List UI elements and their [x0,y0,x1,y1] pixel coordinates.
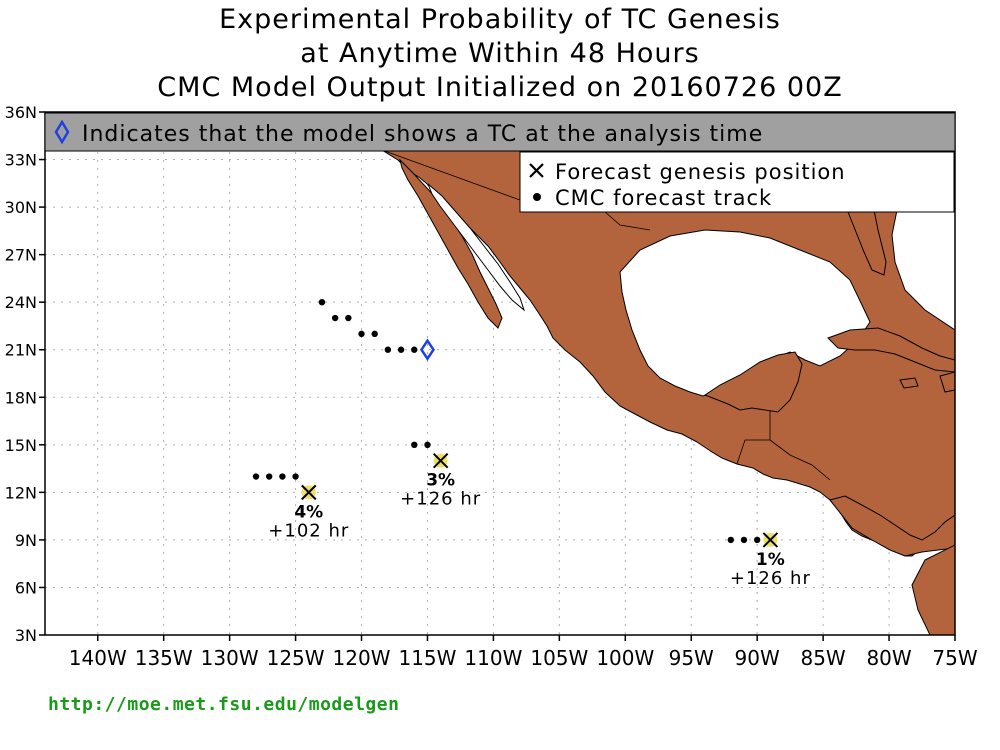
lat-tick-label: 36N [5,103,37,122]
genesis-x-icon [762,532,779,548]
central-america [829,495,955,557]
track-point [727,536,734,544]
lat-tick-label: 3N [15,626,37,645]
genesis-position: 1%+126 hr [730,532,811,589]
gulf-of-california [427,183,526,312]
genesis-probability: 4% [294,502,323,522]
lon-tick-label: 75W [932,646,977,670]
track-point [252,473,260,480]
map-legend: Forecast genesis position CMC forecast t… [519,151,955,213]
plot-frame [44,111,956,636]
chart-title-line-2: at Anytime Within 48 Hours [300,38,700,69]
lat-tick-label: 21N [5,341,37,360]
lat-tick-label: 27N [5,246,37,265]
lon-tick-label: 110W [464,646,522,670]
track-point [411,441,418,449]
x-icon [529,163,544,178]
analysis-diamond-icon [419,338,435,361]
forecast-tracks [252,298,761,544]
genesis-hour: +126 hr [730,568,811,589]
source-url-link[interactable]: http://moe.met.fsu.edu/modelgen [48,694,400,715]
lon-tick-label: 120W [333,646,391,670]
lat-tick-label: 15N [5,436,37,455]
analysis-banner: Indicates that the model shows a TC at t… [44,112,956,152]
caribbean-island [939,371,955,393]
track-point [292,473,299,480]
analysis-marker [419,338,435,361]
chart-title-line-1: Experimental Probability of TC Genesis [219,4,781,35]
longitude-axis: 140W 135W 130W 125W 120W 115W 110W 105W 100W 95W 9… [69,635,978,670]
track-point [318,298,326,306]
track-point [384,346,392,353]
lon-tick-label: 135W [135,646,193,670]
diamond-icon [54,119,70,145]
lon-tick-label: 80W [866,646,911,670]
genesis-hour: +126 hr [400,489,481,510]
lat-tick-label: 33N [5,151,37,170]
track-point [279,473,286,480]
genesis-x-icon [432,452,449,469]
lon-tick-label: 105W [530,646,588,670]
genesis-x-icon [301,484,317,501]
jamaica [899,377,919,389]
lon-tick-label: 130W [201,646,259,670]
genesis-probability: 3% [426,471,455,491]
legend-track-label: CMC forecast track [555,186,772,210]
lon-tick-label: 85W [800,646,845,670]
lon-tick-label: 140W [69,646,127,670]
track-point [345,314,352,322]
track-point [371,330,378,338]
gulf-of-mexico [619,229,871,397]
track-point [740,536,748,544]
south-america [911,544,955,635]
chart-title-line-3: CMC Model Output Initialized on 20160726… [157,72,843,103]
lat-tick-label: 24N [5,293,37,312]
lat-tick-label: 9N [15,531,37,550]
lon-tick-label: 100W [596,646,654,670]
lat-tick-label: 18N [5,388,37,407]
track-point [331,314,339,322]
genesis-hour: +102 hr [268,520,349,541]
track-point [424,441,431,449]
lat-tick-label: 12N [5,483,37,502]
track-point [411,346,418,353]
genesis-position: 3%+126 hr [400,452,481,510]
dot-icon [533,193,541,201]
lon-tick-label: 90W [735,646,780,670]
genesis-markers: 4%+102 hr3%+126 hr1%+126 hr [268,452,811,589]
land-mass [380,149,955,635]
track-point [358,330,365,338]
genesis-position: 4%+102 hr [268,484,349,541]
lon-tick-label: 115W [398,646,456,670]
track-point [397,346,405,353]
lat-tick-label: 30N [5,198,37,217]
lat-tick-label: 6N [15,578,37,597]
legend-genesis-label: Forecast genesis position [555,160,846,184]
lon-tick-label: 95W [669,646,714,670]
lon-tick-label: 125W [267,646,325,670]
genesis-probability: 1% [756,550,785,570]
cuba [827,327,955,373]
track-point [266,473,273,480]
banner-text: Indicates that the model shows a TC at t… [82,122,763,147]
latitude-axis: 36N 33N 30N 27N 24N 21N 18N 15N 12N 9N 6N 3N [5,103,45,645]
track-point [753,536,761,544]
yucatan-peninsula [703,351,803,413]
